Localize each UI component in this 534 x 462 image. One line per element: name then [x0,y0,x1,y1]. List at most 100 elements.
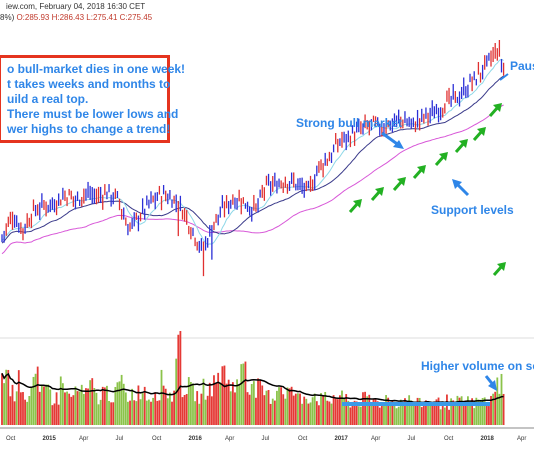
volume-bar [133,400,136,425]
x-tick-label: 2016 [189,436,203,442]
x-tick-label: Oct [298,436,308,442]
support-arrows [348,103,506,276]
volume-bar [91,378,94,425]
volume-bar [318,405,320,425]
volume-bar [3,383,5,425]
volume-bar [488,406,490,425]
volume-bar [418,397,421,425]
volume-bar [309,402,312,425]
volume-bar [139,399,142,425]
volume-bar [412,405,415,425]
volume-bar [127,401,129,425]
volume-bar [22,392,24,425]
volume-bar [234,392,236,425]
volume-bar [401,405,404,425]
volume-bar [292,395,295,425]
volume-bar [395,408,398,425]
volume-bar [1,373,3,425]
volume-bar [502,393,505,425]
volume-bar [66,391,68,425]
volume-bar [326,400,329,425]
chart-header-ohlc: 8%) O:285.93 H:286.43 L:275.41 C:275.45 [0,13,152,22]
volume-bar [347,400,350,425]
volume-bar [55,392,58,425]
volume-bar [124,392,127,425]
volume-bar [80,384,83,425]
volume-bar [171,401,173,425]
volume-bar [187,377,190,425]
volume-bar [194,401,196,425]
volume-bar [164,388,167,425]
volume-bar [362,392,364,425]
volume-bar [437,397,440,425]
volume-bar [231,382,234,425]
volume-bar [166,398,169,425]
volume-bar [240,364,243,425]
volume-bar [229,391,232,425]
volume-bar [210,396,213,425]
volume-bar [162,385,165,425]
volume-bar [294,393,297,425]
volume-bar [158,400,161,425]
volume-bar [30,387,33,425]
volume-bar [34,373,37,425]
callout-line-1: o bull-market dies in one week! [7,62,186,76]
volume-bar [152,397,155,425]
green-arrow-icon [348,199,362,213]
volume-bar [137,385,140,425]
volume-bar [469,401,471,425]
volume-bar [328,401,331,425]
volume-bar [244,361,247,425]
chart-header-title: iew.com, February 04, 2018 16:30 CET [6,2,146,11]
volume-bar [414,405,417,425]
volume-bar [74,386,77,425]
volume-bar [355,401,358,425]
volume-bar [36,366,39,425]
volume-bar [99,399,102,425]
ohlc-prefix: 8%) [0,13,17,22]
volume-bar [179,331,182,425]
volume-bar [114,386,117,425]
volume-bar [208,382,211,425]
volume-bar [452,400,455,425]
volume-bar [299,393,301,425]
volume-bar [204,399,207,425]
volume-bar [49,389,52,425]
volume-bar [448,409,450,425]
volume-bar [223,365,226,425]
green-arrow-icon [412,165,426,179]
volume-bar [450,398,453,425]
volume-bar [483,397,486,425]
volume-bar [13,401,16,425]
volume-bar [145,400,148,425]
volume-bar [334,398,337,425]
x-tick-label: 2017 [335,436,349,442]
volume-bar [380,405,383,425]
volume-bar [181,397,184,425]
volume-bar [26,401,29,425]
volume-bar [156,400,159,425]
volume-bar [242,363,245,425]
volume-bar [460,396,463,425]
pause-label: Paus [510,59,534,73]
volume-bar [198,403,201,425]
volume-bar [108,401,110,425]
volume-bar [297,393,299,425]
volume-bar [458,397,461,425]
volume-bar [471,398,474,425]
volume-bar [265,390,268,425]
volume-bar [473,408,476,425]
volume-arrow [484,375,497,391]
x-tick-label: Oct [152,436,162,442]
volume-bar [477,399,480,425]
volume-bar [282,394,285,425]
volume-bar [385,395,387,425]
volume-bar [225,383,228,425]
volume-bar [359,406,362,425]
volume-bar [76,391,79,425]
volume-bar [496,377,499,425]
volume-bar [11,384,14,425]
volume-bar [351,401,354,425]
volume-bar [446,394,448,425]
